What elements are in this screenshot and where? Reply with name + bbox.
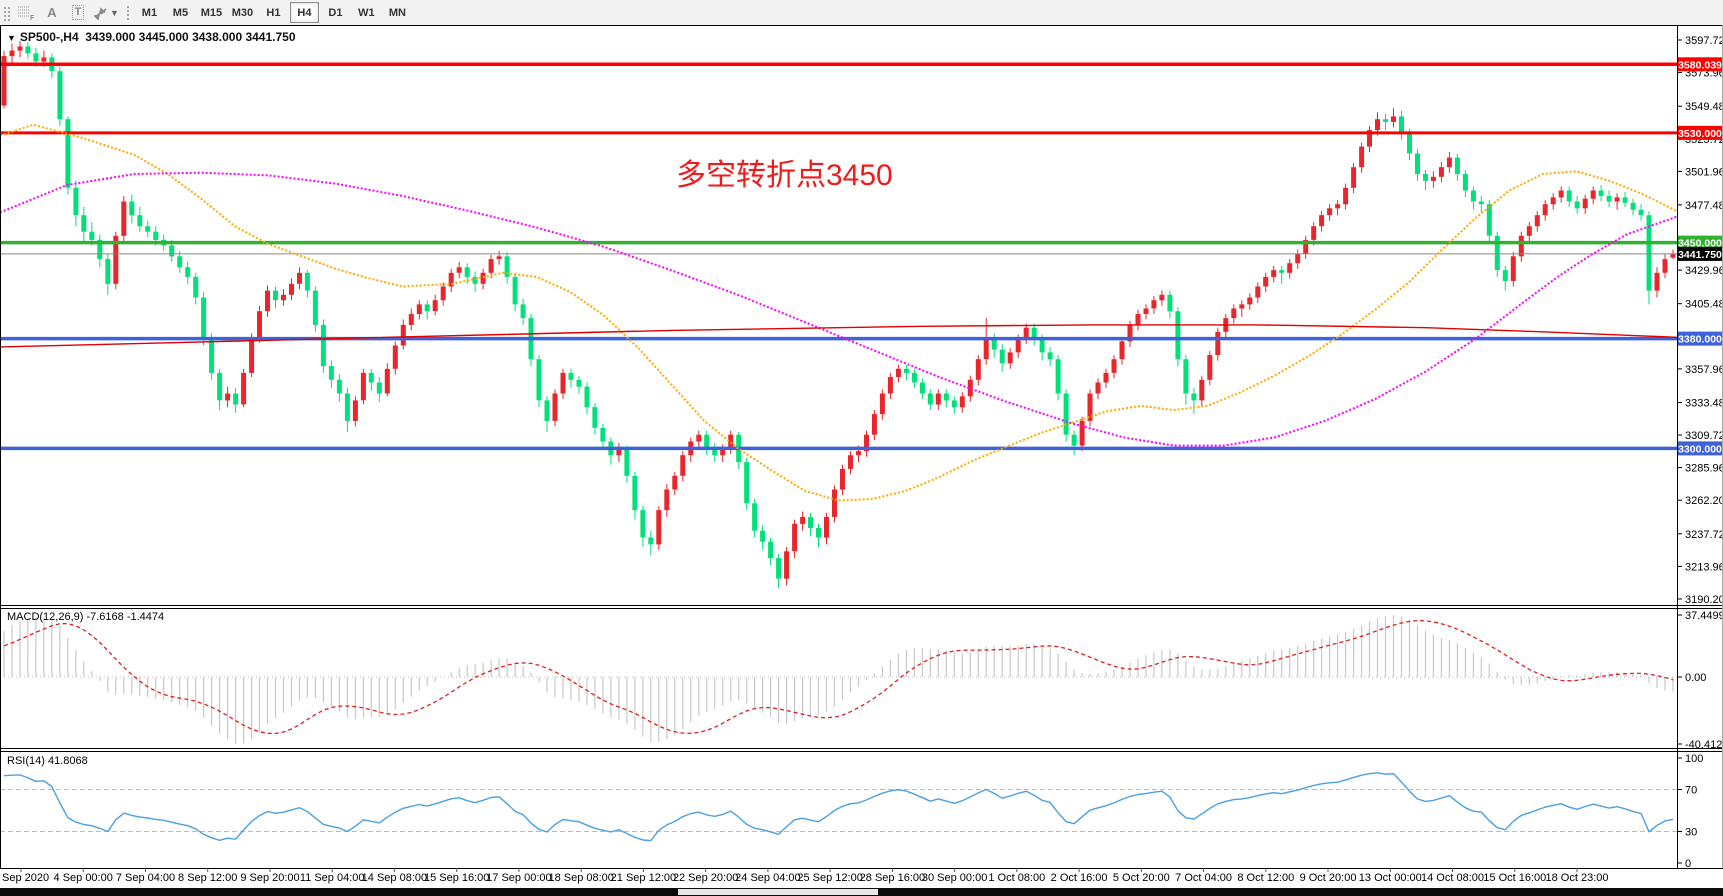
svg-text:22 Sep 20:00: 22 Sep 20:00 <box>673 872 738 884</box>
text-tool-icon[interactable]: T <box>67 3 89 23</box>
svg-text:3477.480: 3477.480 <box>1685 200 1723 212</box>
svg-text:14 Oct 08:00: 14 Oct 08:00 <box>1421 872 1484 884</box>
svg-text:3530.000: 3530.000 <box>1678 128 1722 140</box>
svg-text:0.00: 0.00 <box>1685 672 1706 684</box>
timeframe-toolbar: M1 M5 M15 M30 H1 H4 D1 W1 MN <box>134 2 413 23</box>
svg-text:3237.720: 3237.720 <box>1685 529 1723 541</box>
svg-text:24 Sep 04:00: 24 Sep 04:00 <box>735 872 800 884</box>
arrow-style-icon[interactable]: ▼ <box>93 3 119 23</box>
svg-text:21 Sep 12:00: 21 Sep 12:00 <box>611 872 676 884</box>
label-a-icon[interactable]: A <box>41 3 63 23</box>
svg-text:3597.720: 3597.720 <box>1685 35 1723 47</box>
svg-text:3333.480: 3333.480 <box>1685 398 1723 410</box>
svg-text:2 Oct 16:00: 2 Oct 16:00 <box>1051 872 1108 884</box>
svg-text:11 Sep 04:00: 11 Sep 04:00 <box>300 872 365 884</box>
svg-text:0: 0 <box>1685 858 1691 870</box>
macd-layer: 37.44990.00-40.4125 <box>0 610 1723 751</box>
label-a-glyph: A <box>47 5 57 20</box>
moving-averages-layer <box>0 123 1678 502</box>
svg-text:70: 70 <box>1685 785 1697 797</box>
svg-text:3285.960: 3285.960 <box>1685 463 1723 475</box>
svg-text:25 Sep 12:00: 25 Sep 12:00 <box>797 872 862 884</box>
svg-text:28 Sep 16:00: 28 Sep 16:00 <box>860 872 925 884</box>
fibonacci-grid-icon[interactable]: F <box>15 3 37 23</box>
timeframe-button-D1[interactable]: D1 <box>328 6 343 19</box>
svg-text:3213.960: 3213.960 <box>1685 561 1723 573</box>
time-axis[interactable] <box>0 868 1677 888</box>
svg-text:100: 100 <box>1685 753 1703 765</box>
svg-text:37.4499: 37.4499 <box>1685 610 1723 622</box>
rsi-layer: 100 70 30 0 <box>0 753 1703 870</box>
timeframe-button-M15[interactable]: M15 <box>200 6 223 19</box>
timeframe-button-M30[interactable]: M30 <box>231 6 254 19</box>
svg-text:3262.200: 3262.200 <box>1685 495 1723 507</box>
annotation-text: 多空转折点3450 <box>676 159 893 192</box>
timeframe-group-grip[interactable] <box>124 3 130 22</box>
svg-text:3309.720: 3309.720 <box>1685 430 1723 442</box>
toolbar-drag-handle[interactable] <box>2 4 10 21</box>
svg-text:8 Oct 12:00: 8 Oct 12:00 <box>1237 872 1294 884</box>
generated-chart-layers: 3597.7203573.9603549.4803525.7203501.960… <box>0 25 1723 896</box>
timeframe-button-MN[interactable]: MN <box>388 6 406 19</box>
svg-text:17 Sep 00:00: 17 Sep 00:00 <box>486 872 551 884</box>
svg-text:3549.480: 3549.480 <box>1685 101 1723 113</box>
svg-text:1 Oct 08:00: 1 Oct 08:00 <box>988 872 1045 884</box>
svg-text:9 Sep 20:00: 9 Sep 20:00 <box>240 872 299 884</box>
svg-text:8 Sep 12:00: 8 Sep 12:00 <box>178 872 237 884</box>
quote-dropdown-icon[interactable]: ▼ <box>7 33 16 43</box>
svg-text:2 Sep 2020: 2 Sep 2020 <box>0 872 49 884</box>
timeframe-button-H4[interactable]: H4 <box>289 2 319 23</box>
macd-panel-area[interactable] <box>0 609 1677 748</box>
horizontal-levels-layer <box>0 62 1677 451</box>
svg-text:3450.000: 3450.000 <box>1678 238 1722 250</box>
main-chart-area[interactable] <box>0 25 1677 605</box>
svg-text:18 Sep 08:00: 18 Sep 08:00 <box>548 872 613 884</box>
price-axis[interactable] <box>1677 25 1723 868</box>
svg-text:F: F <box>30 15 35 21</box>
timeframe-button-H1[interactable]: H1 <box>266 6 281 19</box>
time-axis-layer: 2 Sep 2020 4 Sep 00:007 Sep 04:008 Sep 12… <box>0 868 1609 884</box>
svg-text:3380.000: 3380.000 <box>1678 334 1722 346</box>
svg-text:3405.480: 3405.480 <box>1685 299 1723 311</box>
text-tool-glyph: T <box>71 5 85 20</box>
svg-text:5 Oct 20:00: 5 Oct 20:00 <box>1113 872 1170 884</box>
svg-text:15 Oct 16:00: 15 Oct 16:00 <box>1483 872 1546 884</box>
svg-text:9 Oct 20:00: 9 Oct 20:00 <box>1300 872 1357 884</box>
bottom-tab-bar[interactable] <box>0 888 1723 896</box>
price-axis-layer: 3597.7203573.9603549.4803525.7203501.960… <box>1677 25 1723 868</box>
chart-title[interactable]: ▼ SP500-,H4 3439.000 3445.000 3438.000 34… <box>7 30 296 44</box>
svg-text:18 Oct 23:00: 18 Oct 23:00 <box>1546 872 1609 884</box>
svg-text:14 Sep 08:00: 14 Sep 08:00 <box>362 872 427 884</box>
svg-text:13 Oct 00:00: 13 Oct 00:00 <box>1359 872 1422 884</box>
svg-text:4 Sep 00:00: 4 Sep 00:00 <box>54 872 113 884</box>
svg-text:3441.750: 3441.750 <box>1678 249 1722 261</box>
svg-text:3357.960: 3357.960 <box>1685 364 1723 376</box>
svg-text:3580.039: 3580.039 <box>1678 59 1722 71</box>
macd-indicator-label: MACD(12,26,9) -7.6168 -1.4474 <box>7 611 165 623</box>
svg-text:3300.000: 3300.000 <box>1678 443 1722 455</box>
chart-ohlc-values: 3439.000 3445.000 3438.000 3441.750 <box>85 30 296 44</box>
svg-text:7 Sep 04:00: 7 Sep 04:00 <box>116 872 175 884</box>
rsi-indicator-label: RSI(14) 41.8068 <box>7 755 88 767</box>
timeframe-button-M1[interactable]: M1 <box>141 6 158 19</box>
dropdown-caret-icon[interactable]: ▼ <box>110 7 119 18</box>
svg-text:3429.960: 3429.960 <box>1685 265 1723 277</box>
timeframe-button-M5[interactable]: M5 <box>172 6 189 19</box>
svg-text:30: 30 <box>1685 827 1697 839</box>
svg-text:7 Oct 04:00: 7 Oct 04:00 <box>1175 872 1232 884</box>
svg-text:15 Sep 16:00: 15 Sep 16:00 <box>424 872 489 884</box>
panel-separators[interactable] <box>0 605 1723 752</box>
svg-text:3501.960: 3501.960 <box>1685 166 1723 178</box>
svg-text:30 Sep 00:00: 30 Sep 00:00 <box>922 872 987 884</box>
chart-symbol-timeframe: SP500-,H4 <box>19 30 79 44</box>
rsi-panel-area[interactable] <box>0 752 1677 868</box>
svg-text:3190.200: 3190.200 <box>1685 594 1723 606</box>
timeframe-button-W1[interactable]: W1 <box>358 6 375 19</box>
